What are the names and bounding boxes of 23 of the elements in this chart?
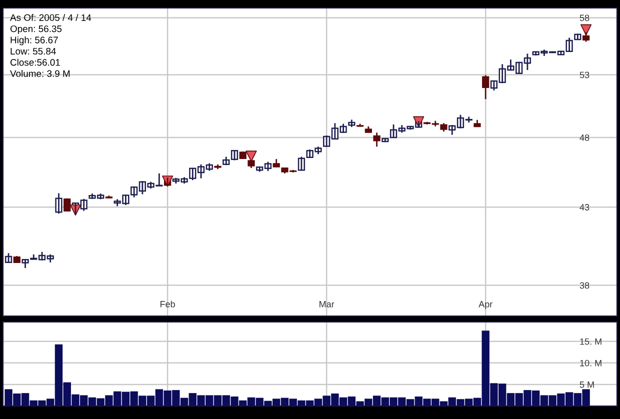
annotation: Open: 56.35 [10,25,62,34]
annotation: Volume: 3.9 M [10,70,70,77]
annotation: As Of: 2005 / 4 / 14 [10,14,92,21]
y-tick-label: 10. M [580,360,602,366]
y-tick-label: 48 [580,134,590,141]
candlestick [474,119,481,128]
candlestick [382,137,389,143]
y-tick-label: 58 [580,14,590,22]
point [580,24,592,36]
point [246,150,257,162]
x-tick-label: Mar [320,301,334,308]
y-tick-label: 15. M [580,338,602,345]
x-tick-label: Feb [160,300,175,308]
y-tick-label: 53 [580,72,590,78]
annotation: Low: 55.84 [10,48,56,55]
x-tick-label: Apr [478,301,492,310]
y-tick-label: 38 [580,282,590,289]
y-tick-label: 5 M [580,382,594,388]
annotation: High: 56.67 [10,36,58,46]
candlestick [574,33,582,41]
annotation: Close:56.01 [10,58,60,66]
candlestick [214,164,222,170]
y-tick-label: 43 [580,204,590,210]
